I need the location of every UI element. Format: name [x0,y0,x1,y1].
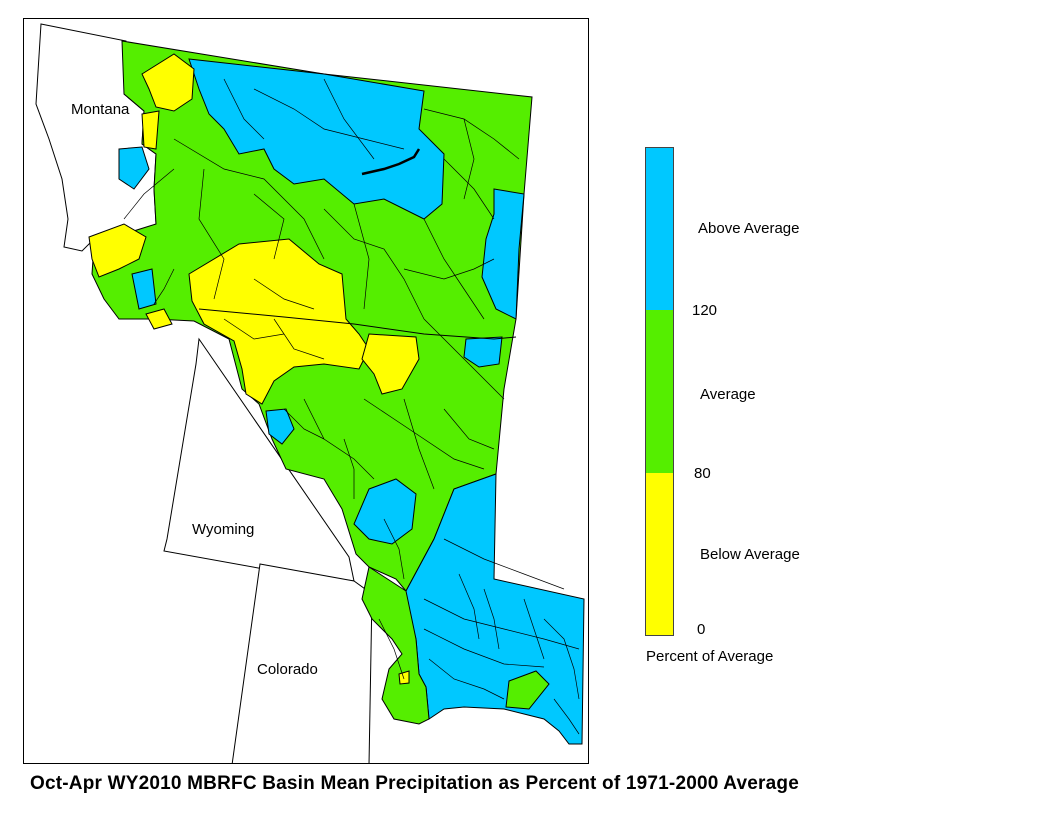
region-below-southwest [145,308,173,330]
region-above-west [131,268,157,310]
colorado-label: Colorado [257,661,318,678]
legend-swatch-above [646,148,673,310]
map-panel: Montana Wyoming Colorado [23,18,589,764]
region-below-montana-strip [141,110,160,150]
region-above-kidney [118,146,150,190]
legend-title: Percent of Average [646,648,774,665]
region-below-east [361,333,420,395]
basin-map [35,23,585,763]
legend-label-average: Average [700,386,756,403]
region-above-north [188,58,445,220]
legend-label-below: Below Average [700,546,800,563]
state-boundary-line [198,308,517,340]
region-below-central [188,238,370,405]
reservoir-line [361,148,421,176]
legend-color-bar [645,147,674,636]
region-above-northeast [481,188,525,320]
wyoming-label: Wyoming [192,521,255,538]
legend-swatch-average [646,310,673,473]
region-below-tiny [398,670,410,685]
region-average-south [361,566,430,725]
legend-break-0: 0 [697,621,706,638]
legend-break-80: 80 [694,465,711,482]
region-above-lake [265,408,295,445]
legend-break-120: 120 [692,302,718,319]
map-caption: Oct-Apr WY2010 MBRFC Basin Mean Precipit… [30,773,799,794]
region-below-west [88,223,147,278]
region-above-middle [353,478,417,545]
wyoming-outline [163,337,355,582]
legend-label-above: Above Average [698,220,800,237]
region-above-small [463,336,503,368]
region-below-north [141,53,195,112]
legend-swatch-below [646,473,673,635]
region-average-southeast [505,670,550,710]
basin-boundaries [123,78,580,735]
colorado-outline [231,563,373,763]
montana-label: Montana [71,101,130,118]
